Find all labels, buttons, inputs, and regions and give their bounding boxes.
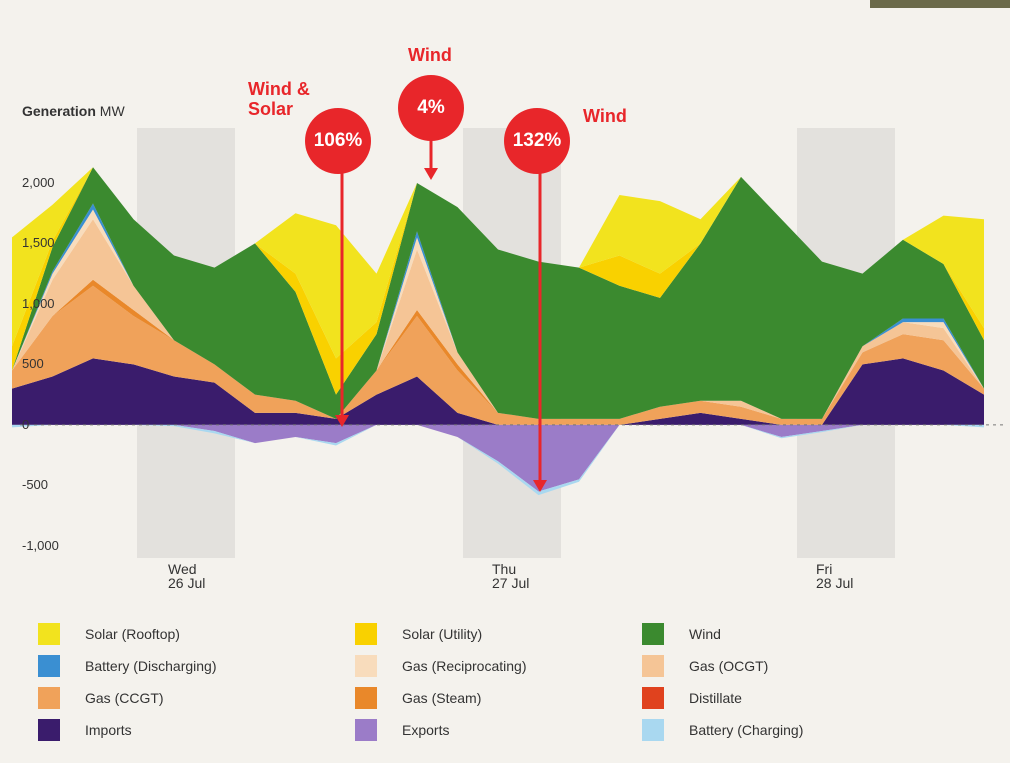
legend-swatch bbox=[355, 719, 377, 741]
legend-label: Battery (Charging) bbox=[689, 723, 803, 737]
legend-label: Gas (CCGT) bbox=[85, 691, 164, 705]
annotation-text: Wind bbox=[408, 45, 452, 65]
legend-label: Gas (Reciprocating) bbox=[402, 659, 527, 673]
page: Generation MW 2,000 1,500 1,000 500 0 -500 -1,… bbox=[0, 0, 1010, 763]
legend-label: Exports bbox=[402, 723, 449, 737]
legend-label: Solar (Utility) bbox=[402, 627, 482, 641]
legend-swatch bbox=[38, 719, 60, 741]
annotation-value: 4% bbox=[417, 101, 444, 115]
chart bbox=[0, 0, 1010, 763]
y-tick-label: 1,000 bbox=[22, 297, 55, 311]
legend-swatch bbox=[38, 623, 60, 645]
y-tick-label: 2,000 bbox=[22, 176, 55, 190]
y-unit: MW bbox=[100, 103, 125, 119]
x-tick-label: Thu 27 Jul bbox=[492, 562, 529, 590]
arrow-head bbox=[424, 168, 438, 180]
x-tick-label: Wed 26 Jul bbox=[168, 562, 205, 590]
y-label: Generation bbox=[22, 103, 96, 119]
annotation-value: 106% bbox=[314, 134, 363, 148]
legend-label: Wind bbox=[689, 627, 721, 641]
legend-swatch bbox=[642, 655, 664, 677]
y-tick-label: -1,000 bbox=[22, 539, 59, 553]
legend-swatch bbox=[642, 687, 664, 709]
legend-swatch bbox=[355, 687, 377, 709]
legend-label: Gas (Steam) bbox=[402, 691, 481, 705]
annotation-text: Wind bbox=[583, 106, 627, 126]
x-tick-label: Fri 28 Jul bbox=[816, 562, 853, 590]
y-tick-label: -500 bbox=[22, 478, 48, 492]
annotation-text: Wind & Solar bbox=[248, 79, 310, 119]
y-axis-title: Generation MW bbox=[22, 104, 125, 118]
y-tick-label: 1,500 bbox=[22, 236, 55, 250]
annotation-value: 132% bbox=[513, 134, 562, 148]
legend-swatch bbox=[642, 623, 664, 645]
legend-swatch bbox=[355, 623, 377, 645]
legend-label: Battery (Discharging) bbox=[85, 659, 217, 673]
photo-edge bbox=[870, 0, 1010, 8]
legend-swatch bbox=[642, 719, 664, 741]
legend-swatch bbox=[38, 655, 60, 677]
legend-label: Distillate bbox=[689, 691, 742, 705]
legend-swatch bbox=[355, 655, 377, 677]
y-tick-label: 0 bbox=[22, 418, 29, 432]
legend-label: Gas (OCGT) bbox=[689, 659, 768, 673]
legend-swatch bbox=[38, 687, 60, 709]
legend-label: Imports bbox=[85, 723, 132, 737]
y-tick-label: 500 bbox=[22, 357, 44, 371]
legend-label: Solar (Rooftop) bbox=[85, 627, 180, 641]
